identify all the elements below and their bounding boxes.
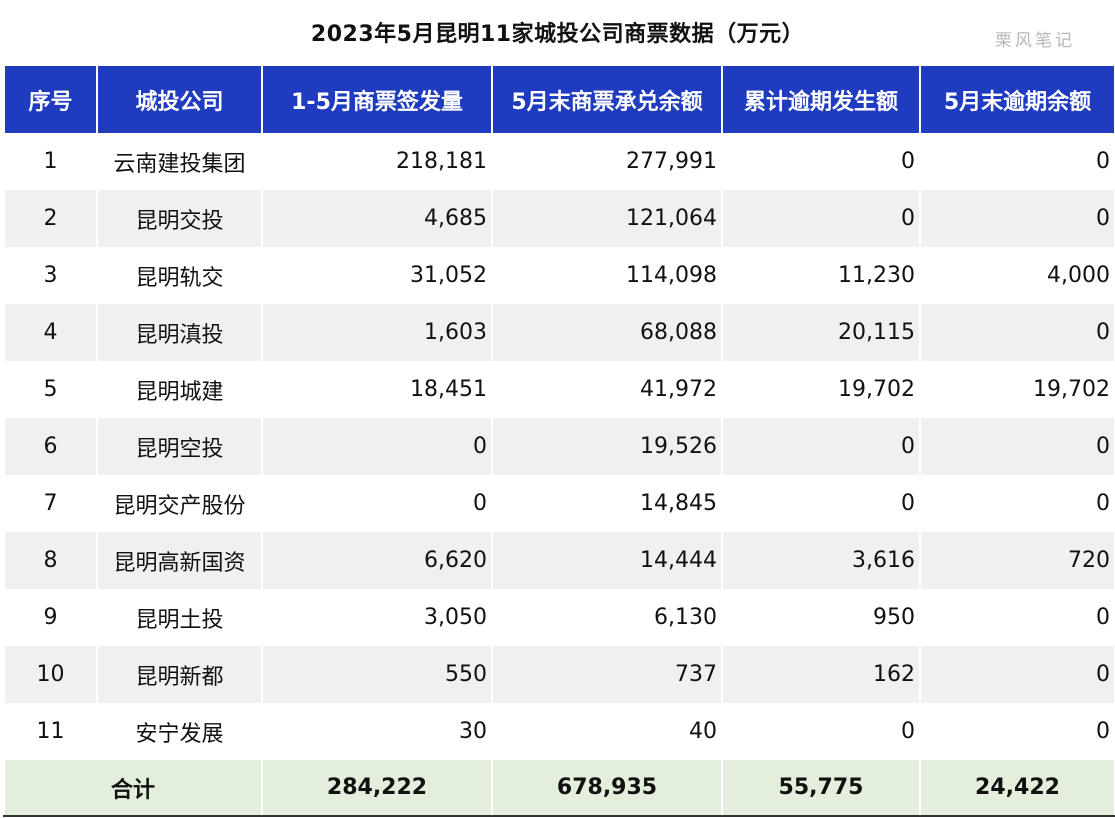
row-index: 4 bbox=[3, 304, 98, 361]
row-index: 8 bbox=[3, 532, 98, 589]
row-overdue-total: 0 bbox=[721, 190, 921, 247]
row-acceptance: 40 bbox=[491, 703, 723, 760]
header-row: 序号 城投公司 1-5月商票签发量 5月末商票承兑余额 累计逾期发生额 5月末逾… bbox=[3, 66, 1115, 133]
header-overdue-balance: 5月末逾期余额 bbox=[919, 66, 1115, 133]
row-acceptance: 277,991 bbox=[491, 133, 723, 190]
row-company: 昆明高新国资 bbox=[96, 532, 263, 589]
total-issued: 284,222 bbox=[261, 760, 493, 817]
row-issued: 0 bbox=[261, 475, 493, 532]
row-issued: 18,451 bbox=[261, 361, 493, 418]
table-row: 11 安宁发展 30 40 0 0 bbox=[3, 703, 1115, 760]
row-index: 9 bbox=[3, 589, 98, 646]
row-overdue-total: 20,115 bbox=[721, 304, 921, 361]
row-overdue-total: 0 bbox=[721, 703, 921, 760]
total-overdue-total: 55,775 bbox=[721, 760, 921, 817]
total-acceptance: 678,935 bbox=[491, 760, 723, 817]
row-issued: 550 bbox=[261, 646, 493, 703]
row-acceptance: 121,064 bbox=[491, 190, 723, 247]
row-issued: 218,181 bbox=[261, 133, 493, 190]
header-acceptance: 5月末商票承兑余额 bbox=[491, 66, 723, 133]
row-index: 10 bbox=[3, 646, 98, 703]
data-table: 序号 城投公司 1-5月商票签发量 5月末商票承兑余额 累计逾期发生额 5月末逾… bbox=[3, 66, 1115, 817]
row-overdue-balance: 4,000 bbox=[919, 247, 1115, 304]
row-company: 云南建投集团 bbox=[96, 133, 263, 190]
row-company: 昆明城建 bbox=[96, 361, 263, 418]
table-row: 1 云南建投集团 218,181 277,991 0 0 bbox=[3, 133, 1115, 190]
row-overdue-balance: 0 bbox=[919, 304, 1115, 361]
row-index: 7 bbox=[3, 475, 98, 532]
row-acceptance: 68,088 bbox=[491, 304, 723, 361]
table-row: 5 昆明城建 18,451 41,972 19,702 19,702 bbox=[3, 361, 1115, 418]
table-row: 10 昆明新都 550 737 162 0 bbox=[3, 646, 1115, 703]
row-company: 昆明新都 bbox=[96, 646, 263, 703]
row-acceptance: 14,845 bbox=[491, 475, 723, 532]
header-index: 序号 bbox=[3, 66, 98, 133]
row-overdue-balance: 19,702 bbox=[919, 361, 1115, 418]
row-overdue-total: 162 bbox=[721, 646, 921, 703]
row-company: 昆明滇投 bbox=[96, 304, 263, 361]
table-row: 9 昆明土投 3,050 6,130 950 0 bbox=[3, 589, 1115, 646]
row-acceptance: 14,444 bbox=[491, 532, 723, 589]
page-title: 2023年5月昆明11家城投公司商票数据（万元） bbox=[310, 22, 805, 47]
row-index: 1 bbox=[3, 133, 98, 190]
watermark: 栗风笔记 bbox=[995, 31, 1075, 51]
row-company: 安宁发展 bbox=[96, 703, 263, 760]
row-issued: 4,685 bbox=[261, 190, 493, 247]
row-acceptance: 114,098 bbox=[491, 247, 723, 304]
header-issued: 1-5月商票签发量 bbox=[261, 66, 493, 133]
table-row: 7 昆明交产股份 0 14,845 0 0 bbox=[3, 475, 1115, 532]
row-overdue-total: 3,616 bbox=[721, 532, 921, 589]
row-issued: 3,050 bbox=[261, 589, 493, 646]
row-index: 3 bbox=[3, 247, 98, 304]
row-overdue-balance: 0 bbox=[919, 190, 1115, 247]
row-acceptance: 19,526 bbox=[491, 418, 723, 475]
row-overdue-balance: 0 bbox=[919, 475, 1115, 532]
row-acceptance: 6,130 bbox=[491, 589, 723, 646]
row-overdue-total: 0 bbox=[721, 475, 921, 532]
row-overdue-balance: 0 bbox=[919, 646, 1115, 703]
row-company: 昆明交产股份 bbox=[96, 475, 263, 532]
row-issued: 1,603 bbox=[261, 304, 493, 361]
header-overdue-total: 累计逾期发生额 bbox=[721, 66, 921, 133]
table-row: 8 昆明高新国资 6,620 14,444 3,616 720 bbox=[3, 532, 1115, 589]
table-row: 3 昆明轨交 31,052 114,098 11,230 4,000 bbox=[3, 247, 1115, 304]
row-index: 5 bbox=[3, 361, 98, 418]
row-company: 昆明轨交 bbox=[96, 247, 263, 304]
table-row: 4 昆明滇投 1,603 68,088 20,115 0 bbox=[3, 304, 1115, 361]
row-overdue-balance: 0 bbox=[919, 418, 1115, 475]
row-overdue-balance: 720 bbox=[919, 532, 1115, 589]
total-row: 合计 284,222 678,935 55,775 24,422 bbox=[3, 760, 1115, 817]
row-overdue-total: 19,702 bbox=[721, 361, 921, 418]
row-company: 昆明土投 bbox=[96, 589, 263, 646]
row-issued: 6,620 bbox=[261, 532, 493, 589]
row-overdue-total: 11,230 bbox=[721, 247, 921, 304]
row-overdue-total: 0 bbox=[721, 133, 921, 190]
row-overdue-balance: 0 bbox=[919, 133, 1115, 190]
row-index: 6 bbox=[3, 418, 98, 475]
row-issued: 30 bbox=[261, 703, 493, 760]
row-company: 昆明空投 bbox=[96, 418, 263, 475]
row-overdue-balance: 0 bbox=[919, 703, 1115, 760]
table-row: 6 昆明空投 0 19,526 0 0 bbox=[3, 418, 1115, 475]
row-acceptance: 737 bbox=[491, 646, 723, 703]
row-acceptance: 41,972 bbox=[491, 361, 723, 418]
row-overdue-total: 950 bbox=[721, 589, 921, 646]
row-overdue-balance: 0 bbox=[919, 589, 1115, 646]
row-overdue-total: 0 bbox=[721, 418, 921, 475]
total-overdue-balance: 24,422 bbox=[919, 760, 1115, 817]
row-issued: 0 bbox=[261, 418, 493, 475]
row-index: 11 bbox=[3, 703, 98, 760]
row-issued: 31,052 bbox=[261, 247, 493, 304]
total-label: 合计 bbox=[3, 760, 263, 817]
header-company: 城投公司 bbox=[96, 66, 263, 133]
table-row: 2 昆明交投 4,685 121,064 0 0 bbox=[3, 190, 1115, 247]
row-company: 昆明交投 bbox=[96, 190, 263, 247]
row-index: 2 bbox=[3, 190, 98, 247]
